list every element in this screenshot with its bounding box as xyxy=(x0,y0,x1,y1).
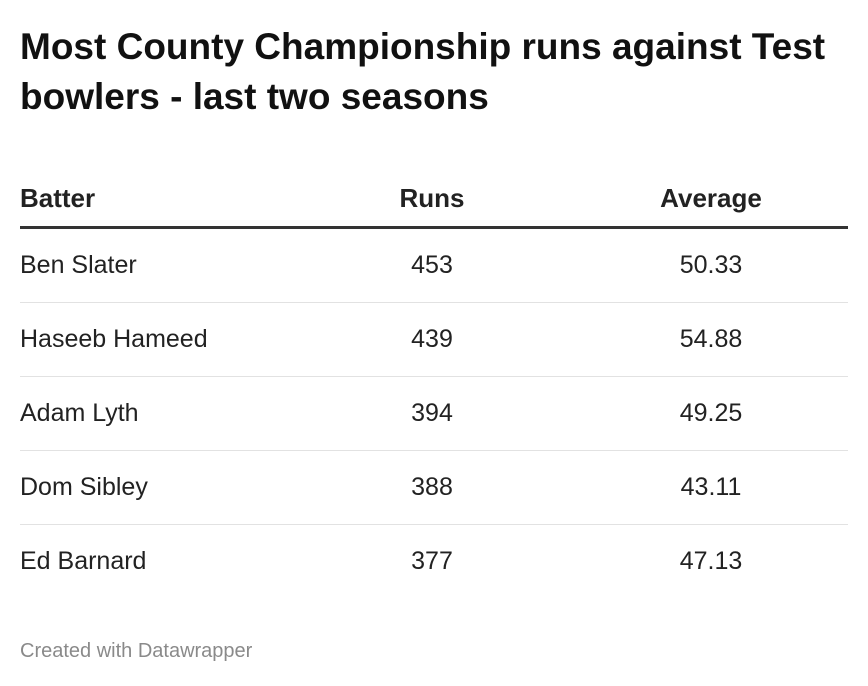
cell-runs: 439 xyxy=(290,302,574,377)
cell-average: 49.25 xyxy=(574,376,848,451)
column-header-average[interactable]: Average xyxy=(574,172,848,229)
cell-batter: Adam Lyth xyxy=(20,376,290,451)
cell-batter: Haseeb Hameed xyxy=(20,302,290,377)
column-header-runs[interactable]: Runs xyxy=(290,172,574,229)
data-table: Batter Runs Average Ben Slater 453 50.33… xyxy=(20,172,848,598)
cell-runs: 453 xyxy=(290,227,574,303)
cell-batter: Ed Barnard xyxy=(20,547,147,575)
cell-runs: 394 xyxy=(290,376,574,451)
table-row: Ed Barnard 377 47.13 xyxy=(20,525,848,599)
cell-batter: Dom Sibley xyxy=(20,450,290,525)
attribution-footer[interactable]: Created with Datawrapper xyxy=(20,640,253,662)
cell-runs: 388 xyxy=(290,450,574,525)
cell-average: 50.33 xyxy=(574,227,848,303)
header-row: Batter Runs Average xyxy=(20,172,848,229)
table-row: Ben Slater 453 50.33 xyxy=(20,227,848,303)
cell-average: 47.13 xyxy=(679,547,743,575)
cell-runs: 377 xyxy=(411,547,453,575)
chart-container: Most County Championship runs against Te… xyxy=(20,22,848,598)
column-header-batter[interactable]: Batter xyxy=(20,172,290,229)
cell-average: 43.11 xyxy=(574,450,848,525)
table-row: Dom Sibley 388 43.11 xyxy=(20,450,848,525)
cell-batter: Ben Slater xyxy=(20,227,290,303)
cell-average: 54.88 xyxy=(574,302,848,377)
chart-title: Most County Championship runs against Te… xyxy=(20,26,826,117)
table-row: Haseeb Hameed 439 54.88 xyxy=(20,302,848,377)
table-row: Adam Lyth 394 49.25 xyxy=(20,376,848,451)
